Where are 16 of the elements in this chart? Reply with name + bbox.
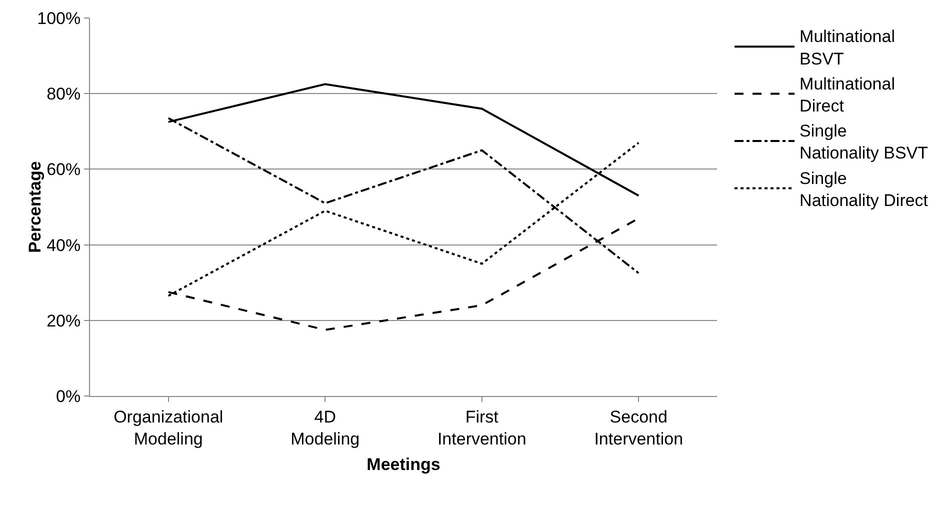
legend-label: Single Nationality Direct <box>800 168 928 210</box>
legend-label: Multinational BSVT <box>800 27 895 68</box>
x-axis-title: Meetings <box>366 454 440 474</box>
legend-label: Single Nationality BSVT <box>800 122 928 163</box>
x-tick-label: Organizational Modeling <box>114 407 224 448</box>
y-tick-label: 20% <box>46 311 81 330</box>
x-tick-label: Second Intervention <box>594 407 684 448</box>
y-tick-label: 80% <box>46 84 81 104</box>
x-tick-label: First Intervention <box>437 407 526 448</box>
y-tick-label: 0% <box>56 386 81 406</box>
y-tick-label: 60% <box>46 160 81 180</box>
x-tick-label: 4D Modeling <box>290 407 360 448</box>
legend-label: Multinational Direct <box>800 74 895 116</box>
y-axis-title: Percentage <box>26 161 45 253</box>
y-tick-label: 100% <box>37 8 81 28</box>
y-tick-label: 40% <box>46 236 81 255</box>
